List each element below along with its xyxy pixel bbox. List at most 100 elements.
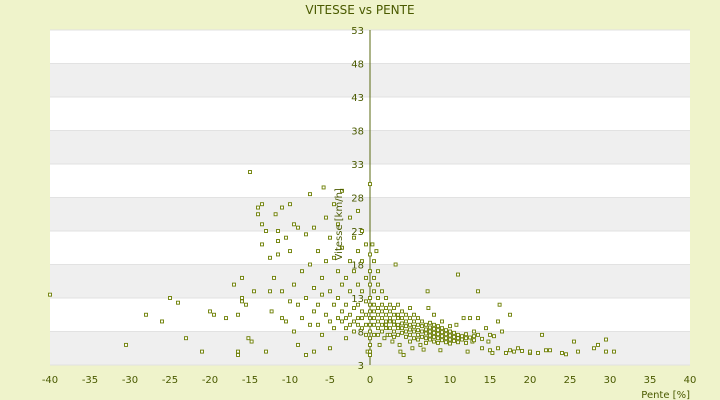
x-tick-label: -35 bbox=[82, 375, 98, 386]
chart-title: VITESSE vs PENTE bbox=[305, 3, 414, 17]
data-point bbox=[236, 353, 240, 357]
data-point bbox=[472, 334, 476, 339]
y-tick-label: 28 bbox=[351, 194, 364, 205]
data-point bbox=[340, 245, 344, 250]
data-point bbox=[440, 338, 444, 343]
data-point bbox=[592, 346, 596, 351]
data-point bbox=[344, 326, 348, 331]
data-point bbox=[328, 346, 332, 351]
y-tick-label: 13 bbox=[351, 294, 364, 305]
data-point bbox=[420, 319, 424, 324]
data-point bbox=[376, 312, 380, 317]
data-point bbox=[368, 302, 372, 307]
data-point bbox=[260, 222, 264, 227]
data-point bbox=[432, 312, 436, 317]
data-point bbox=[364, 299, 368, 304]
x-tick-label: 40 bbox=[684, 375, 697, 386]
data-point bbox=[393, 262, 398, 267]
data-point bbox=[249, 339, 254, 344]
y-tick-label: 38 bbox=[351, 127, 364, 138]
data-point bbox=[490, 350, 495, 355]
y-tick-label: 23 bbox=[351, 227, 364, 238]
data-point bbox=[348, 259, 352, 264]
data-point bbox=[398, 349, 403, 354]
data-point bbox=[438, 348, 443, 353]
x-tick-label: -20 bbox=[202, 375, 218, 386]
data-point bbox=[376, 282, 380, 287]
data-point bbox=[376, 326, 380, 331]
data-point bbox=[328, 289, 332, 294]
data-point bbox=[260, 202, 264, 207]
data-point bbox=[232, 282, 236, 287]
data-point bbox=[421, 347, 426, 352]
data-point bbox=[273, 212, 278, 217]
data-point bbox=[425, 289, 430, 294]
data-point bbox=[424, 340, 428, 345]
data-point bbox=[372, 259, 376, 264]
data-point bbox=[344, 302, 348, 307]
data-point bbox=[360, 289, 364, 294]
data-point bbox=[424, 331, 428, 336]
data-point bbox=[468, 316, 472, 321]
data-point bbox=[276, 239, 280, 244]
data-point bbox=[596, 342, 600, 347]
data-point bbox=[416, 332, 420, 337]
data-point bbox=[448, 333, 452, 338]
data-point bbox=[364, 275, 368, 280]
x-tick-label: -10 bbox=[282, 375, 298, 386]
data-point bbox=[388, 326, 392, 331]
data-point bbox=[465, 349, 470, 354]
data-point bbox=[320, 292, 324, 297]
data-point bbox=[368, 322, 372, 327]
data-point bbox=[444, 328, 448, 333]
data-point bbox=[456, 336, 460, 341]
data-point bbox=[404, 334, 408, 339]
data-point bbox=[328, 235, 332, 240]
data-point bbox=[368, 336, 372, 341]
data-point bbox=[372, 316, 376, 321]
data-point bbox=[380, 316, 384, 321]
data-point bbox=[454, 322, 459, 327]
data-point bbox=[440, 319, 444, 324]
data-point bbox=[352, 306, 356, 310]
data-point bbox=[321, 185, 326, 190]
data-point bbox=[461, 316, 466, 321]
data-point bbox=[497, 302, 502, 307]
x-tick-label: 30 bbox=[604, 375, 617, 386]
data-point bbox=[374, 249, 379, 254]
data-point bbox=[380, 322, 384, 327]
data-point bbox=[396, 332, 400, 337]
data-point bbox=[364, 322, 368, 327]
data-point bbox=[480, 346, 484, 351]
data-point bbox=[392, 322, 396, 327]
y-tick-label: 53 bbox=[351, 26, 364, 37]
data-point bbox=[292, 282, 296, 287]
data-point bbox=[416, 316, 420, 321]
data-point bbox=[604, 337, 608, 342]
data-point bbox=[360, 326, 364, 331]
data-point bbox=[316, 322, 320, 327]
data-point bbox=[300, 269, 304, 274]
data-point bbox=[316, 249, 320, 254]
data-point bbox=[436, 328, 440, 333]
data-point bbox=[392, 334, 396, 339]
data-point bbox=[400, 330, 404, 335]
data-point bbox=[476, 289, 480, 294]
data-point bbox=[536, 350, 540, 355]
y-tick-label: 3 bbox=[358, 361, 364, 372]
data-point bbox=[428, 325, 432, 330]
data-point bbox=[292, 329, 296, 334]
data-point bbox=[304, 232, 308, 237]
data-point bbox=[368, 282, 372, 287]
y-tick-label: 8 bbox=[358, 328, 364, 339]
y-tick-label: 48 bbox=[351, 60, 364, 71]
data-point bbox=[240, 275, 244, 280]
x-tick-label: 15 bbox=[484, 375, 497, 386]
data-point bbox=[372, 302, 376, 307]
data-point bbox=[412, 329, 416, 334]
data-point bbox=[360, 229, 364, 233]
y-tick-label: 18 bbox=[351, 261, 364, 272]
data-point bbox=[352, 329, 356, 334]
data-point bbox=[392, 306, 396, 310]
data-point bbox=[404, 329, 408, 334]
